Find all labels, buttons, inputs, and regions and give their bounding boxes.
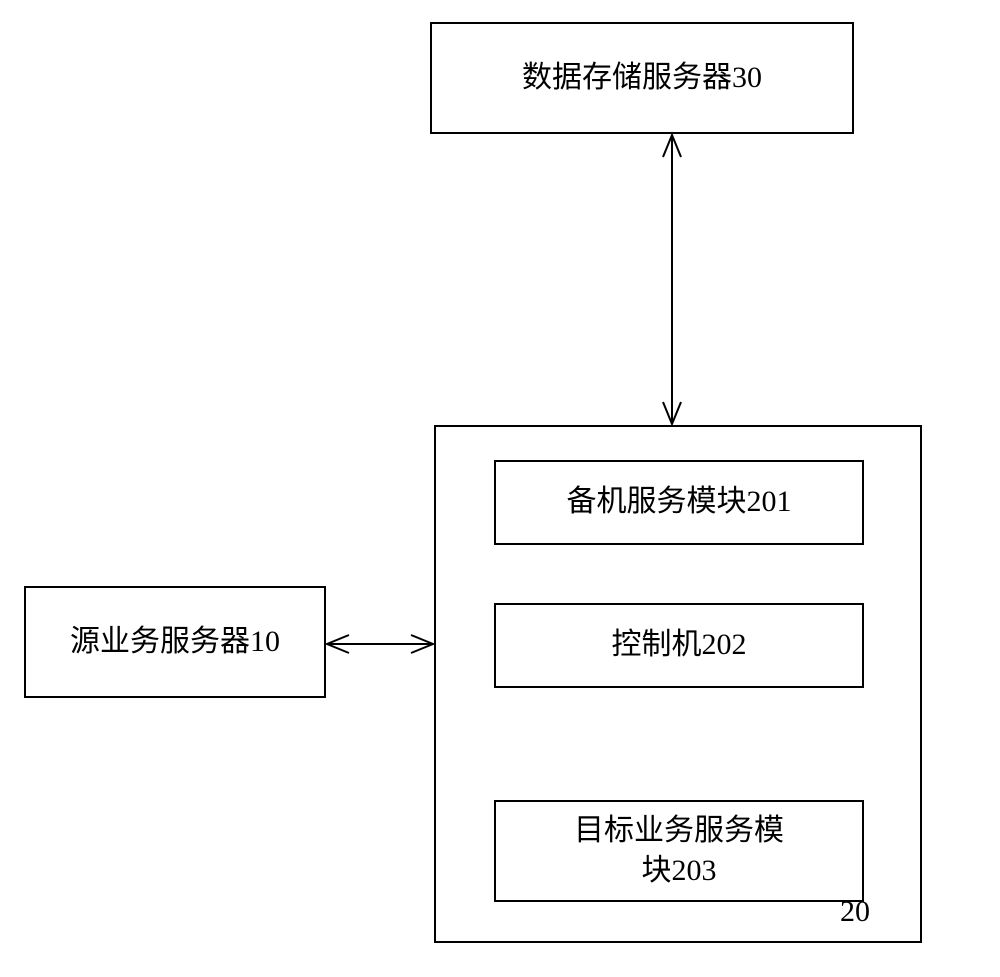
edge-source-container (0, 0, 1000, 977)
